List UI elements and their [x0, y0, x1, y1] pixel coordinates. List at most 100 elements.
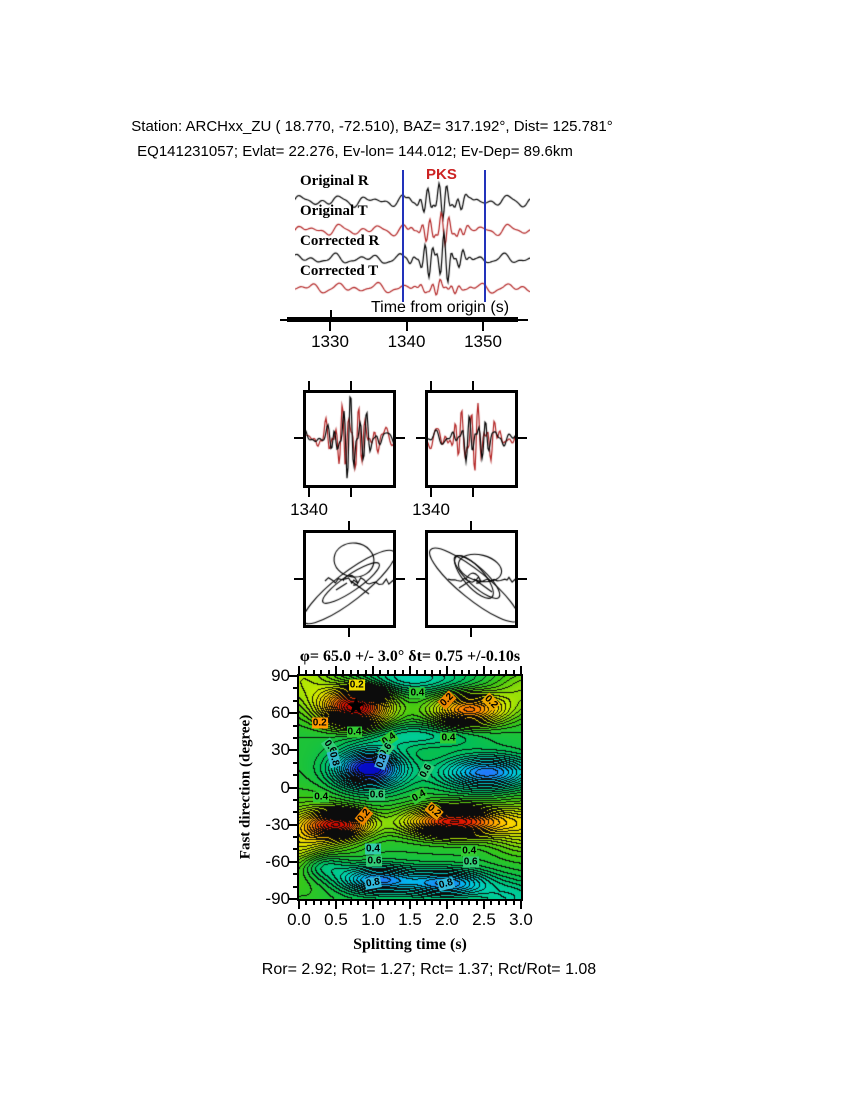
- contour-ytick-6: [289, 749, 297, 752]
- contour-xtick-label-2.5: 2.5: [472, 910, 496, 929]
- contour-xtick-top-22: [460, 670, 463, 674]
- contour-xtick-top-25: [483, 666, 485, 674]
- window-end-line: [484, 170, 486, 302]
- contour-xtick-top-13: [394, 670, 397, 674]
- contour-xtick-top-3: [320, 670, 323, 674]
- time-axis-tick-1330: [329, 322, 331, 331]
- contour-xtick-bot-1: [305, 901, 308, 905]
- seis-bot-tick-b-left: [350, 488, 352, 497]
- contour-ytick-label-90: 90: [271, 666, 290, 685]
- seis-top-tick-b-left: [350, 381, 352, 390]
- contour-xtick-top-9: [364, 670, 367, 674]
- contour-xtick-top-7: [349, 670, 352, 674]
- contour-label-20-0.4: 0.4: [461, 845, 478, 857]
- pm-right-tick-left: [396, 578, 405, 580]
- time-axis-tick-label-1350: 1350: [464, 332, 502, 351]
- contour-xtick-bot-0: [298, 901, 300, 909]
- contour-ytick-4: [293, 724, 297, 727]
- contour-ytick-17: [293, 885, 297, 888]
- contour-ytick-11: [293, 811, 297, 814]
- contour-xtick-bot-18: [431, 901, 434, 905]
- contour-xtick-bot-17: [423, 901, 426, 905]
- contour-xtick-top-28: [505, 670, 508, 674]
- contour-xtick-top-20: [446, 666, 448, 674]
- contour-xtick-top-17: [423, 670, 426, 674]
- contour-label-1-0.4: 0.4: [409, 687, 426, 699]
- best-fit-star: [347, 697, 365, 714]
- contour-ytick-label-30: 30: [271, 740, 290, 760]
- contour-ytick-3: [289, 712, 297, 715]
- particle-motion-right-canvas: [428, 533, 515, 625]
- seismogram-left-canvas: [306, 393, 393, 485]
- contour-xtick-bot-2: [312, 901, 315, 905]
- contour-xtick-bot-3: [320, 901, 323, 905]
- contour-xtick-bot-13: [394, 901, 397, 905]
- contour-xtick-top-10: [372, 666, 374, 674]
- pm-left-tick-left: [294, 578, 303, 580]
- time-axis-tick-1340: [405, 322, 408, 331]
- contour-ytick-12: [289, 823, 297, 826]
- contour-xtick-top-0: [298, 666, 300, 674]
- contour-label-5-0.4: 0.4: [346, 726, 363, 738]
- contour-label-21-0.6: 0.6: [462, 856, 479, 868]
- contour-ytick-13: [293, 836, 297, 839]
- contour-ytick-8: [293, 774, 297, 777]
- time-axis-bar: [287, 317, 518, 322]
- contour-ytick-label-60: 60: [271, 703, 290, 723]
- contour-ytick-7: [293, 761, 297, 764]
- waveform-traces-canvas: [295, 163, 530, 313]
- contour-xtick-label-1.0: 1.0: [361, 910, 385, 929]
- contour-xtick-bot-16: [416, 901, 419, 905]
- contour-xtick-top-1: [305, 670, 308, 674]
- contour-xtick-top-26: [490, 670, 493, 674]
- contour-ytick-1: [293, 687, 297, 690]
- contour-xtick-bot-14: [401, 901, 404, 905]
- contour-xtick-top-27: [497, 670, 500, 674]
- contour-frame: [297, 674, 523, 901]
- contour-ytick-label--30: -30: [265, 814, 290, 834]
- time-axis-label: Time from origin (s): [370, 299, 510, 316]
- contour-ytick-0: [289, 675, 297, 677]
- contour-ytick-16: [293, 873, 297, 876]
- trace-label-corrected-r: Corrected R: [300, 233, 380, 249]
- contour-xtick-bot-5: [335, 901, 337, 909]
- contour-xtick-bot-15: [409, 901, 411, 909]
- contour-xtick-top-12: [386, 670, 389, 674]
- contour-ytick-5: [293, 736, 297, 739]
- contour-xtick-bot-11: [379, 901, 382, 905]
- contour-xtick-top-23: [468, 670, 471, 674]
- seis-bot-tick-a-left: [308, 488, 310, 497]
- seis-left-tick-left: [294, 437, 303, 439]
- contour-label-7-0.4: 0.4: [440, 732, 457, 744]
- contour-xtick-bot-9: [364, 901, 367, 905]
- contour-ytick-label--90: -90: [265, 889, 290, 908]
- contour-xtick-top-30: [520, 666, 522, 674]
- pm-right-tick-right: [518, 578, 527, 580]
- window-start-line: [402, 170, 404, 302]
- contour-ytick-14: [293, 848, 297, 851]
- contour-xtick-top-19: [438, 670, 441, 674]
- footer-stats: Ror= 2.92; Rot= 1.27; Rct= 1.37; Rct/Rot…: [261, 961, 597, 978]
- contour-xtick-top-14: [401, 670, 404, 674]
- contour-xtick-bot-12: [386, 901, 389, 905]
- contour-label-18-0.4: 0.4: [365, 843, 381, 855]
- contour-xtick-top-5: [335, 666, 337, 674]
- contour-xtick-top-24: [475, 670, 478, 674]
- contour-xtick-top-29: [512, 670, 515, 674]
- seis-left-tick-right: [416, 437, 425, 439]
- phase-label-pks: PKS: [426, 166, 457, 183]
- seis-top-tick-b-right: [472, 381, 474, 390]
- seismogram-right-canvas: [428, 393, 515, 485]
- contour-xtick-top-6: [342, 670, 345, 674]
- contour-xtick-bot-21: [453, 901, 456, 905]
- seis-right-tick-right: [518, 437, 527, 439]
- contour-xtick-top-4: [327, 670, 330, 674]
- contour-xtick-bot-19: [438, 901, 441, 905]
- time-axis-tick-1350: [482, 322, 484, 331]
- contour-xtick-bot-22: [460, 901, 463, 905]
- contour-xtick-label-1.5: 1.5: [398, 910, 422, 929]
- contour-ytick-label-0: 0: [280, 777, 290, 797]
- contour-xtick-label-0.0: 0.0: [287, 910, 311, 929]
- pm-bot-tick-left: [348, 628, 350, 637]
- contour-label-4-0.2: 0.2: [311, 717, 328, 729]
